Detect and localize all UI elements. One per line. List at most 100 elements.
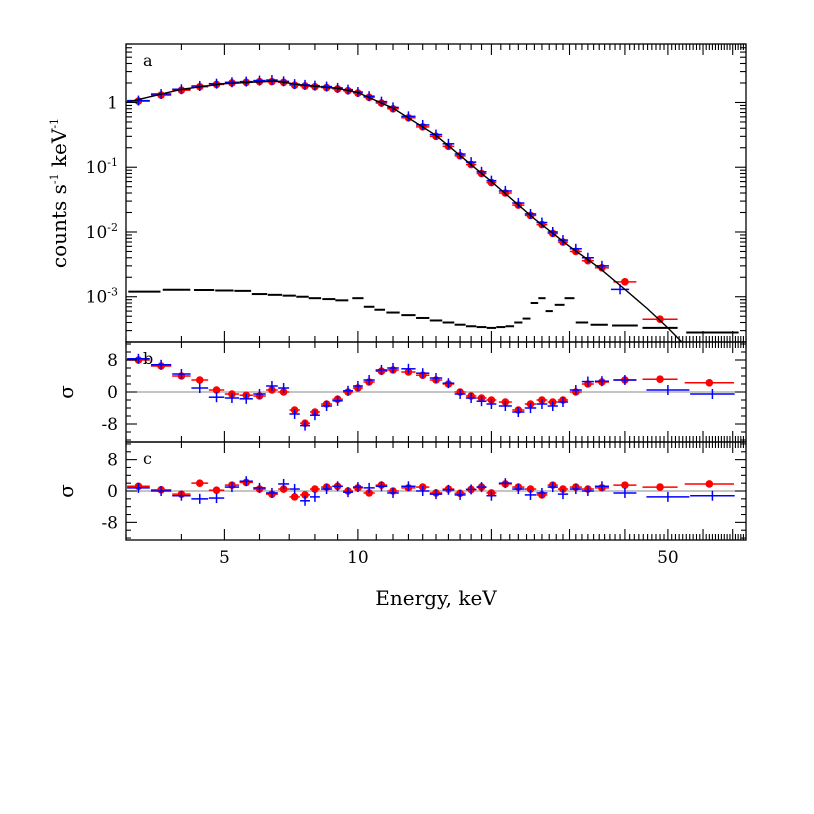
data-point <box>476 482 487 493</box>
data-point <box>224 393 240 403</box>
data-point <box>127 95 150 106</box>
data-point <box>512 198 525 209</box>
data-point <box>416 486 430 496</box>
data-point <box>208 486 225 495</box>
data-point <box>309 491 320 502</box>
data-point <box>465 484 477 495</box>
data-point <box>512 484 525 495</box>
y-axis-title: σ <box>54 385 78 399</box>
data-point <box>224 482 240 493</box>
data-point <box>401 363 416 374</box>
data-point <box>289 493 300 501</box>
panel-b-residuals: 8 0 -8 b <box>101 341 747 443</box>
data-point <box>300 495 310 506</box>
y-axis-title: counts s-1 keV-1 <box>47 118 71 268</box>
panel-letter: b <box>143 349 153 368</box>
y-tick-label: -8 <box>101 415 118 435</box>
y-axis-title: σ <box>54 484 78 498</box>
data-point <box>172 490 191 501</box>
data-point <box>278 383 290 393</box>
data-point <box>569 484 582 495</box>
data-point <box>569 385 582 395</box>
panel-c-residuals: 8 0 -8 c <box>101 441 747 541</box>
data-point <box>557 397 569 407</box>
x-tick-label: 50 <box>657 548 679 568</box>
panel-letter: c <box>143 449 152 468</box>
data-point <box>343 385 353 396</box>
data-point <box>465 393 477 403</box>
data-point <box>352 482 363 493</box>
panel-a-spectrum: 1 10-1 10-2 10-3 a <box>86 43 747 343</box>
data-point <box>454 389 466 399</box>
data-point <box>224 77 240 88</box>
y-tick-label: 0 <box>107 383 118 403</box>
data-point <box>613 278 637 286</box>
data-point <box>684 480 734 488</box>
data-point <box>646 491 690 502</box>
data-point <box>581 252 594 263</box>
data-point <box>363 375 375 385</box>
data-point <box>253 482 266 493</box>
data-point <box>401 481 416 492</box>
data-point <box>557 485 569 493</box>
x-tick-label: 10 <box>347 548 369 568</box>
data-point <box>300 491 310 499</box>
data-point <box>309 485 320 493</box>
panel-b-data <box>126 353 746 431</box>
data-point <box>486 175 497 186</box>
data-point <box>642 315 678 323</box>
y-tick-label: 8 <box>107 351 118 371</box>
data-point <box>191 479 209 487</box>
data-point <box>127 482 150 493</box>
data-point <box>557 235 569 246</box>
y-tick-label: 0 <box>107 482 118 502</box>
data-point <box>401 111 416 122</box>
data-point <box>594 376 609 387</box>
data-point <box>524 208 537 219</box>
data-point <box>300 420 310 431</box>
data-point <box>239 393 253 404</box>
data-point <box>266 75 278 86</box>
y-tick-label: 10-3 <box>86 286 118 308</box>
data-point <box>208 386 225 394</box>
data-point <box>253 75 266 86</box>
data-point <box>536 399 548 409</box>
data-point <box>289 409 300 419</box>
data-point <box>208 493 225 504</box>
data-point <box>690 389 735 399</box>
data-point <box>321 401 333 411</box>
data-point <box>642 483 678 491</box>
x-axis-title: Energy, keV <box>375 586 497 610</box>
data-point <box>613 487 637 498</box>
panel-a-data <box>126 75 739 342</box>
y-tick-label: 10-1 <box>86 156 118 178</box>
data-point <box>476 166 487 177</box>
y-tick-label: 10-2 <box>86 221 118 243</box>
data-point <box>266 487 278 498</box>
data-point <box>547 226 558 237</box>
data-point <box>486 490 497 501</box>
data-point <box>332 395 343 406</box>
data-point <box>454 149 466 160</box>
data-point <box>581 486 594 496</box>
data-point <box>442 138 455 149</box>
data-point <box>172 369 191 379</box>
data-point <box>646 385 690 395</box>
data-point <box>581 376 594 387</box>
data-point <box>454 489 466 500</box>
data-point <box>569 243 582 254</box>
data-point <box>642 375 678 384</box>
data-point <box>416 119 430 130</box>
data-point <box>486 399 497 409</box>
axis-labels: counts s-1 keV-1 σ σ 5 10 50 Energy, keV <box>47 118 679 610</box>
data-point <box>191 383 209 393</box>
data-point <box>253 389 266 399</box>
data-point <box>613 481 637 489</box>
data-point <box>498 401 512 411</box>
data-point <box>375 481 388 492</box>
data-point <box>343 487 353 498</box>
data-point <box>594 481 609 492</box>
data-point <box>524 403 537 413</box>
data-point <box>429 489 443 500</box>
